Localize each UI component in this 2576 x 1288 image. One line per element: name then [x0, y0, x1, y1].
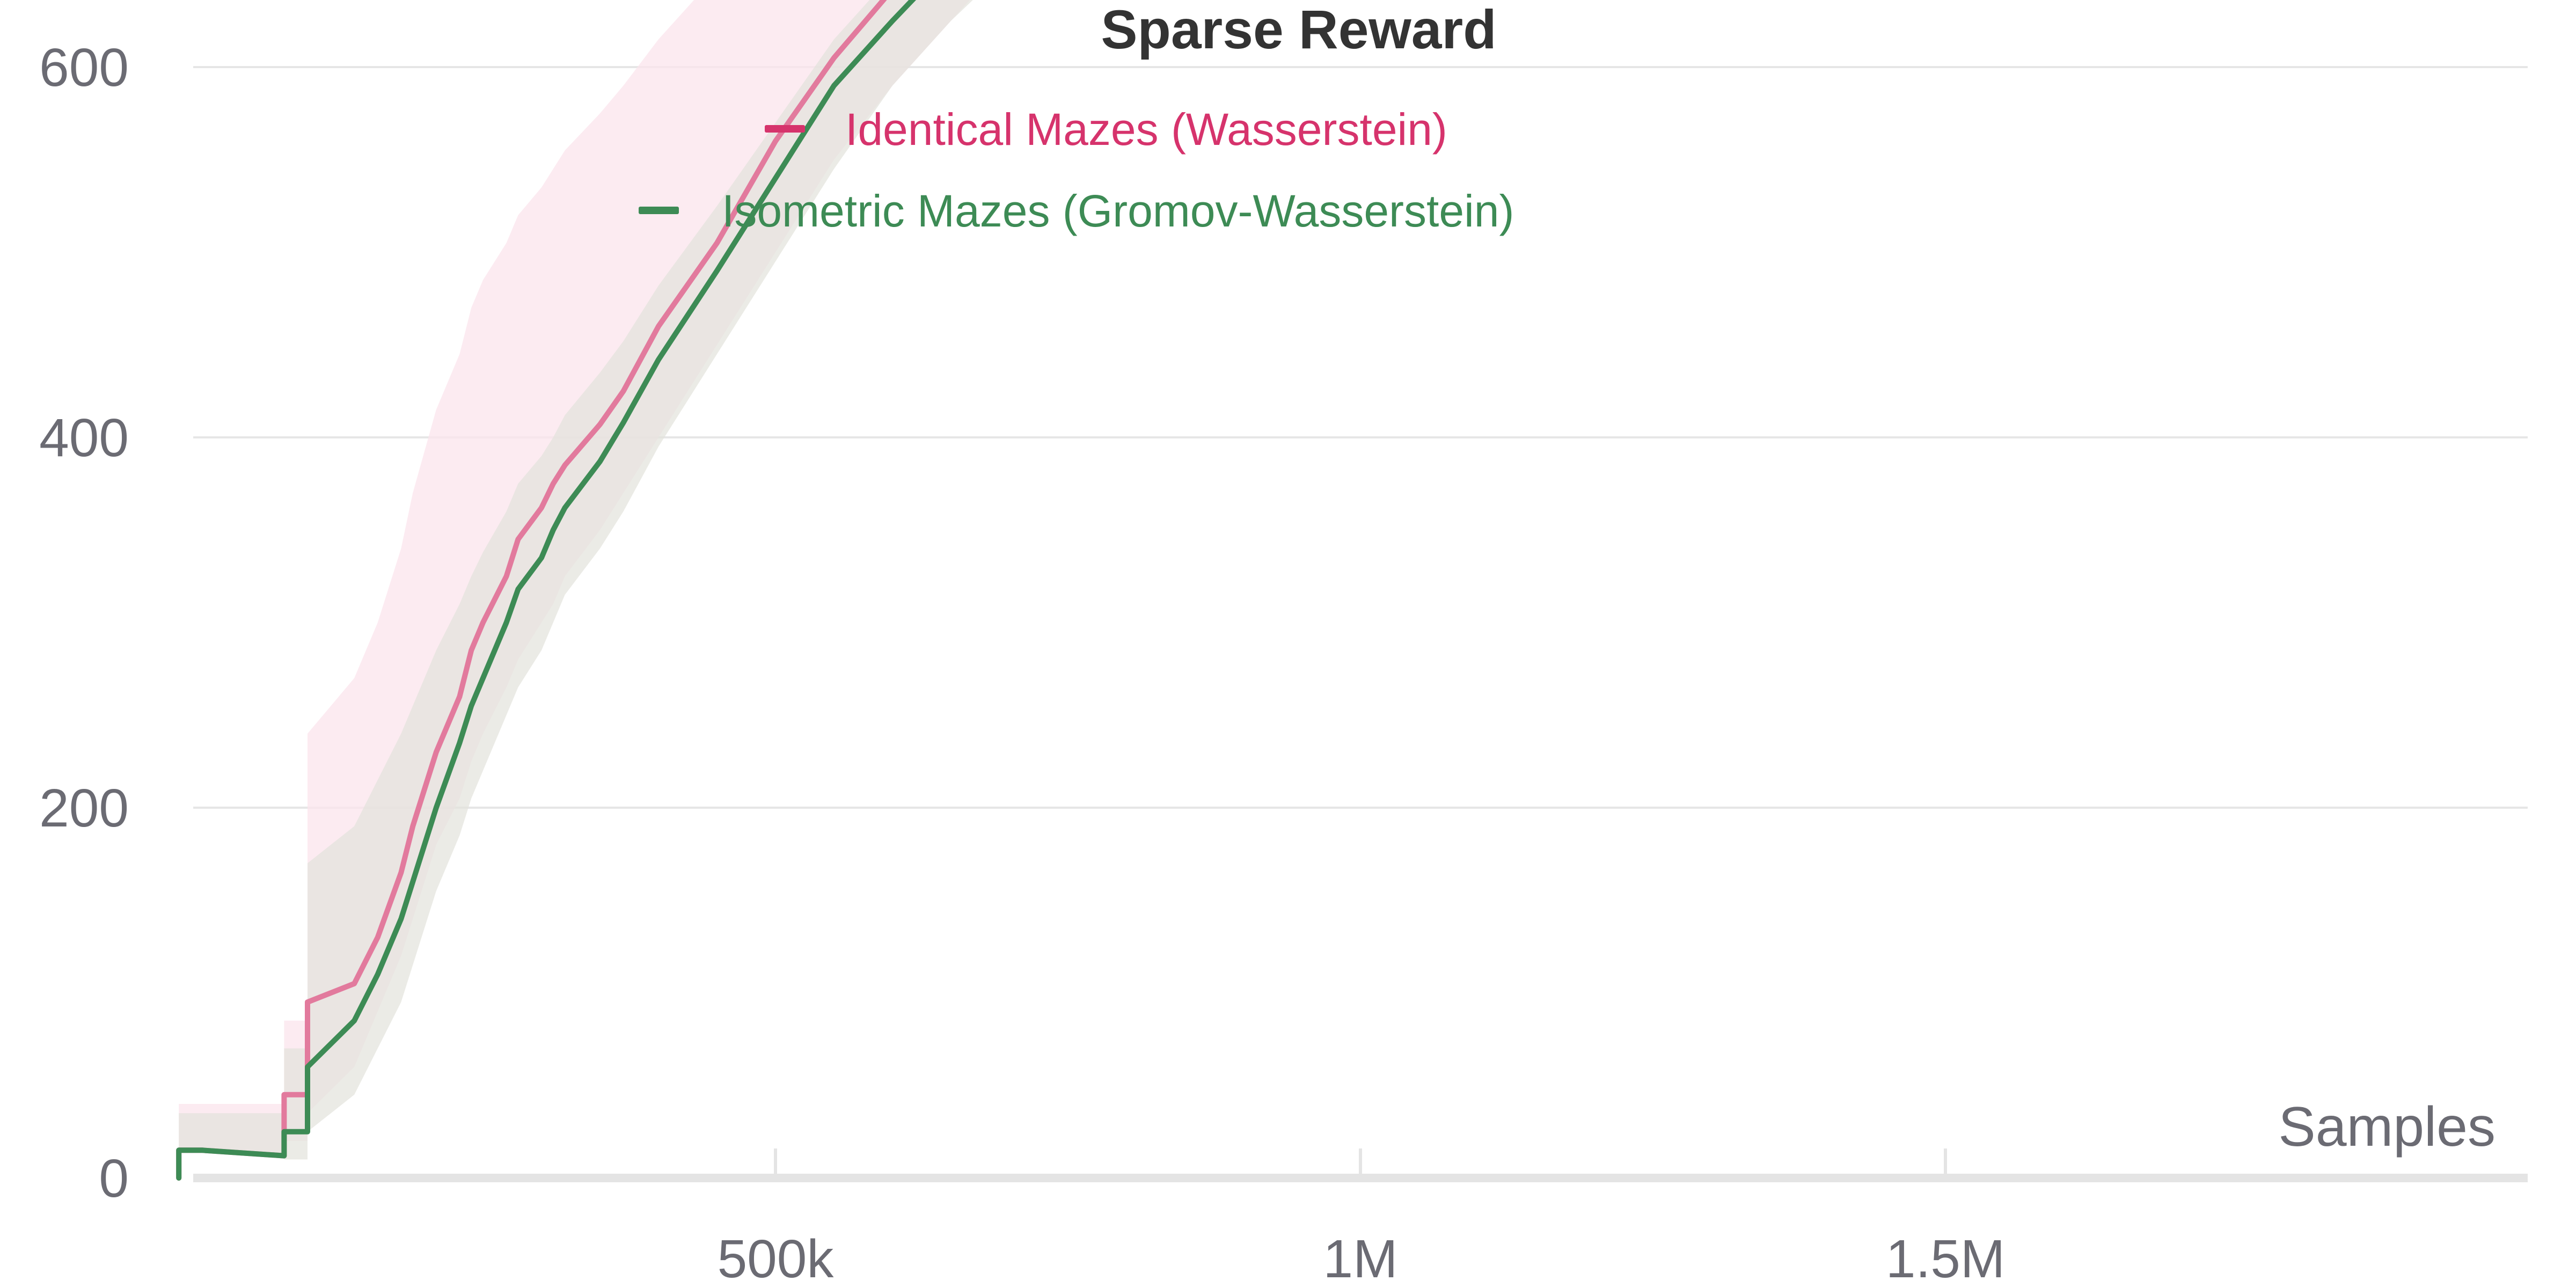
legend: Identical Mazes (Wasserstein) Isometric M… [639, 104, 1514, 236]
legend-label: Identical Mazes (Wasserstein) [845, 104, 1447, 155]
legend-swatch [639, 207, 679, 214]
confidence-bands [179, 0, 973, 1178]
x-tick-label: 1.5M [1886, 1229, 2005, 1288]
y-tick-label: 200 [39, 778, 129, 838]
axis-ticks: 0200400600800500k1M1.5M [39, 38, 2005, 1288]
x-tick-label: 1M [1323, 1229, 1398, 1288]
legend-label: Isometric Mazes (Gromov-Wasserstein) [722, 186, 1514, 236]
y-tick-label: 400 [39, 408, 129, 468]
x-tick-label: 500k [718, 1229, 835, 1288]
y-tick-label: 0 [99, 1148, 129, 1209]
series-lines [176, 0, 917, 1181]
series-line-2 [176, 0, 917, 1181]
legend-swatch [765, 125, 805, 133]
series-line-1 [176, 0, 887, 1181]
x-axis-label: Samples [2278, 1096, 2496, 1158]
y-tick-label: 600 [39, 38, 129, 98]
chart-title: Sparse Reward [1101, 0, 1496, 60]
confidence-band-2 [179, 0, 973, 1178]
